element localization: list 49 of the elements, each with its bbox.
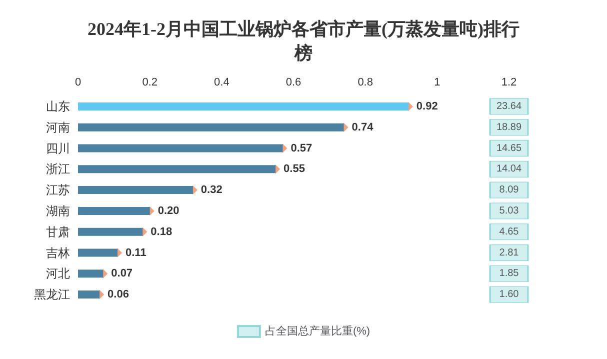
data-label: 14.04 bbox=[496, 164, 522, 175]
data-label: 0.18 bbox=[150, 226, 172, 238]
data-label: 1.60 bbox=[499, 289, 520, 300]
bar bbox=[78, 228, 143, 236]
y-tick-label: 江苏 bbox=[46, 183, 70, 198]
chart-title: 2024年1-2月中国工业锅炉各省市产量(万蒸发量吨)排行榜 bbox=[88, 19, 520, 63]
x-tick-label: 0.8 bbox=[358, 76, 373, 88]
data-label: 23.64 bbox=[496, 100, 522, 112]
y-tick-label: 河南 bbox=[46, 120, 70, 134]
bar bbox=[78, 290, 100, 299]
data-label: 0.32 bbox=[200, 184, 222, 196]
data-label: 0.20 bbox=[158, 204, 180, 217]
data-label: 0.55 bbox=[284, 163, 305, 176]
data-label: 1.85 bbox=[499, 268, 520, 280]
data-label: 18.89 bbox=[496, 122, 522, 133]
data-label: 14.65 bbox=[496, 142, 522, 154]
y-tick-label: 甘肃 bbox=[46, 224, 70, 239]
x-tick-label: 0.4 bbox=[214, 76, 230, 88]
x-tick-label: 0.6 bbox=[286, 76, 302, 88]
y-tick-label: 湖南 bbox=[46, 204, 70, 218]
bar bbox=[78, 102, 408, 110]
bar bbox=[78, 270, 104, 278]
data-label: 0.57 bbox=[290, 142, 312, 154]
bar bbox=[78, 165, 276, 174]
bar bbox=[78, 248, 118, 257]
data-label: 0.92 bbox=[416, 100, 438, 112]
x-tick-label: 1 bbox=[434, 76, 440, 88]
data-label: 0.07 bbox=[111, 268, 133, 280]
bar bbox=[78, 186, 193, 194]
y-tick-label: 河北 bbox=[46, 266, 70, 281]
bar bbox=[78, 206, 150, 215]
y-tick-label: 四川 bbox=[46, 141, 70, 156]
y-tick-label: 山东 bbox=[46, 99, 70, 114]
y-tick-label: 黑龙江 bbox=[34, 288, 70, 302]
data-label: 0.06 bbox=[108, 288, 129, 301]
data-label: 2.81 bbox=[499, 247, 520, 258]
x-tick-label: 1.2 bbox=[501, 76, 517, 88]
data-label: 0.11 bbox=[126, 246, 146, 259]
y-tick-label: 浙江 bbox=[46, 162, 70, 176]
data-label: 4.65 bbox=[499, 226, 520, 238]
x-tick-label: 0 bbox=[74, 76, 82, 88]
data-label: 5.03 bbox=[499, 205, 520, 216]
data-label: 8.09 bbox=[499, 184, 520, 196]
bar bbox=[78, 144, 283, 152]
x-tick-label: 0.2 bbox=[142, 76, 158, 88]
legend-label: 占全国总产量比重(%) bbox=[264, 324, 370, 338]
y-tick-label: 吉林 bbox=[46, 246, 70, 260]
bar bbox=[78, 123, 344, 132]
data-label: 0.74 bbox=[352, 121, 374, 134]
